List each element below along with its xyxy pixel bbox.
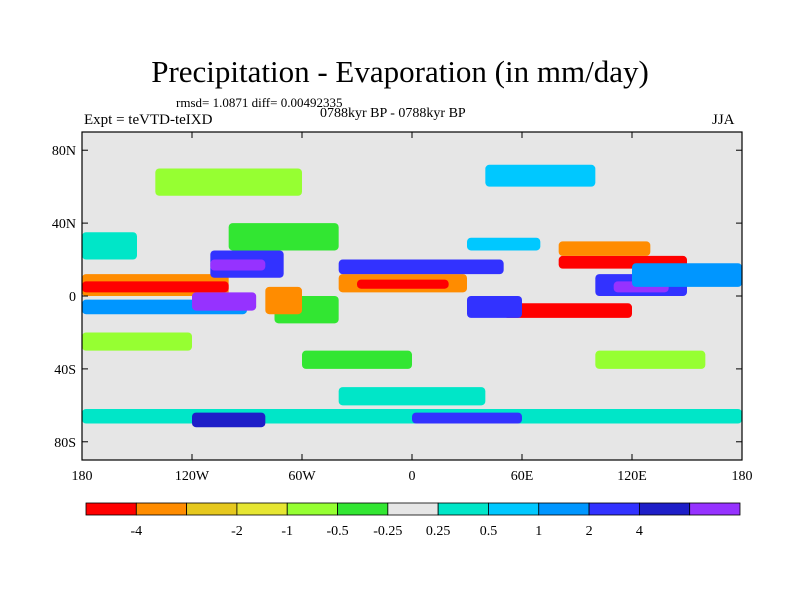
field-patch-24 — [82, 232, 137, 260]
y-tick-label-1: 40N — [52, 217, 76, 232]
colorbar-bin-2 — [186, 502, 238, 516]
field-patch-29 — [595, 350, 706, 369]
x-tick-label-4: 60E — [511, 469, 534, 484]
y-tick-label-2: 0 — [69, 290, 76, 305]
x-tick-label-2: 60W — [288, 469, 316, 484]
x-tick-label-1: 120W — [175, 469, 210, 484]
stats-text: rmsd= 1.0871 diff= 0.00492335 — [176, 95, 343, 110]
colorbar-bin-1 — [135, 502, 188, 516]
field-patch-6 — [228, 223, 339, 251]
field-patch-27 — [82, 332, 192, 351]
field-patch-18 — [467, 296, 522, 318]
field-patch-19 — [632, 263, 742, 287]
colorbar-label-6: 0.5 — [480, 524, 498, 539]
field-patch-11 — [338, 259, 504, 275]
colorbar-label-9: 4 — [636, 524, 643, 539]
colorbar-label-8: 2 — [586, 524, 593, 539]
colorbar-label-2: -1 — [281, 524, 293, 539]
colorbar-bin-3 — [236, 502, 288, 516]
field-patch-12 — [467, 237, 541, 251]
axes: 180 120W 60W 0 60E 120E 180 80N 40N 0 40S 80S — [52, 131, 753, 484]
field-patch-23 — [412, 412, 522, 424]
x-tick-label-5: 120E — [617, 469, 647, 484]
map-area — [82, 132, 742, 460]
colorbar: -4 -2 -1 -0.5 -0.25 0.25 0.5 1 2 4 — [85, 502, 741, 539]
y-tick-label-3: 40S — [54, 363, 76, 378]
colorbar-bin-8 — [488, 502, 540, 516]
period-label: 0788kyr BP - 0788kyr BP — [320, 106, 466, 121]
field-patch-8 — [265, 286, 302, 315]
colorbar-bin-12 — [689, 502, 741, 516]
colorbar-bin-10 — [588, 502, 640, 516]
colorbar-label-3: -0.5 — [326, 524, 348, 539]
colorbar-label-0: -4 — [130, 524, 142, 539]
colorbar-label-5: 0.25 — [426, 524, 451, 539]
colorbar-label-7: 1 — [535, 524, 542, 539]
field-patch-26 — [485, 164, 596, 187]
x-tick-label-0: 180 — [72, 469, 93, 484]
chart-title: Precipitation - Evaporation (in mm/day) — [151, 54, 649, 89]
x-tick-label-6: 180 — [732, 469, 753, 484]
colorbar-label-1: -2 — [231, 524, 243, 539]
field-patch-21 — [192, 412, 266, 428]
colorbar-bin-0 — [85, 502, 137, 516]
field-patch-10 — [357, 279, 449, 289]
field-patch-28 — [302, 350, 412, 369]
field-patch-22 — [338, 387, 486, 406]
field-patch-14 — [558, 241, 651, 256]
field-patch-3 — [192, 292, 257, 311]
field-patch-20 — [82, 408, 742, 424]
colorbar-bin-9 — [538, 502, 590, 516]
field-patch-25 — [155, 168, 302, 196]
x-tick-label-3: 0 — [409, 469, 416, 484]
field-patch-1 — [82, 281, 229, 293]
y-tick-label-0: 80N — [52, 144, 76, 159]
experiment-label: Expt = teVTD-teIXD — [84, 112, 213, 128]
colorbar-bin-6 — [387, 502, 439, 516]
colorbar-label-4: -0.25 — [373, 524, 402, 539]
y-tick-label-4: 80S — [54, 436, 76, 451]
colorbar-bin-4 — [286, 502, 338, 516]
colorbar-bin-11 — [638, 502, 691, 516]
field-patch-5 — [210, 259, 266, 271]
season-label: JJA — [712, 112, 735, 128]
colorbar-bin-7 — [437, 502, 489, 516]
field-patch-17 — [503, 303, 632, 318]
colorbar-bin-5 — [337, 502, 389, 516]
